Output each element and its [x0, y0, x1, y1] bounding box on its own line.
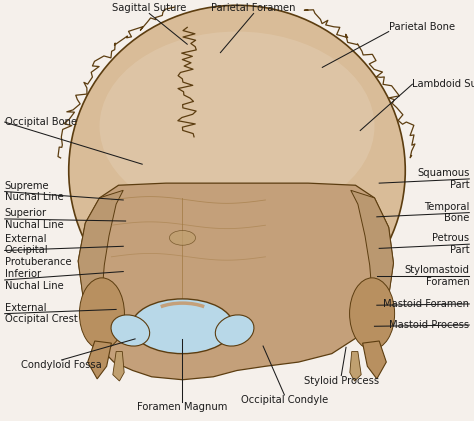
Text: Occipital Condyle: Occipital Condyle: [241, 395, 328, 405]
Text: Petrous
Part: Petrous Part: [432, 233, 469, 255]
Text: Supreme
Nuchal Line: Supreme Nuchal Line: [5, 181, 64, 203]
Polygon shape: [78, 183, 393, 380]
Ellipse shape: [69, 5, 405, 336]
Ellipse shape: [79, 278, 124, 349]
Text: Mastoid Foramen: Mastoid Foramen: [383, 299, 469, 309]
Text: Lambdoid Suture: Lambdoid Suture: [412, 79, 474, 89]
Text: Occipital Bone: Occipital Bone: [5, 117, 77, 127]
Text: Sagittal Suture: Sagittal Suture: [112, 3, 186, 13]
Polygon shape: [78, 190, 123, 356]
Text: External
Occipital
Protuberance: External Occipital Protuberance: [5, 234, 72, 267]
Ellipse shape: [350, 278, 394, 349]
Ellipse shape: [111, 315, 150, 346]
Text: External
Occipital Crest: External Occipital Crest: [5, 303, 77, 325]
Text: Stylomastoid
Foramen: Stylomastoid Foramen: [404, 265, 469, 287]
Text: Condyloid Fossa: Condyloid Fossa: [21, 360, 102, 370]
Polygon shape: [363, 341, 386, 379]
Polygon shape: [88, 341, 111, 379]
Text: Parietal Foramen: Parietal Foramen: [211, 3, 296, 13]
Polygon shape: [351, 190, 393, 356]
Text: Mastoid Process: Mastoid Process: [389, 320, 469, 330]
Ellipse shape: [132, 299, 233, 354]
Ellipse shape: [170, 231, 195, 245]
Text: Squamous
Part: Squamous Part: [417, 168, 469, 190]
Ellipse shape: [100, 32, 374, 221]
Text: Superior
Nuchal Line: Superior Nuchal Line: [5, 208, 64, 230]
Polygon shape: [350, 352, 361, 381]
Text: Foramen Magnum: Foramen Magnum: [137, 402, 228, 412]
Text: Styloid Process: Styloid Process: [304, 376, 379, 386]
Text: Temporal
Bone: Temporal Bone: [424, 202, 469, 224]
Text: Inferior
Nuchal Line: Inferior Nuchal Line: [5, 269, 64, 291]
Text: Parietal Bone: Parietal Bone: [389, 21, 455, 32]
Ellipse shape: [215, 315, 254, 346]
Polygon shape: [113, 352, 124, 381]
